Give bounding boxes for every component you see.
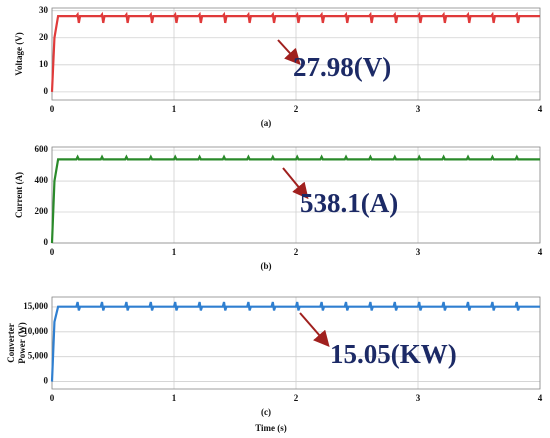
annotation: 538.1(A) bbox=[300, 188, 398, 218]
x-tick-label: 4 bbox=[538, 393, 543, 403]
y-axis-label: Current (A) bbox=[14, 172, 24, 218]
annotation-arrow bbox=[282, 167, 309, 200]
y-tick-label: 0 bbox=[44, 86, 49, 96]
y-axis-label: Converter bbox=[6, 323, 16, 362]
data-line bbox=[50, 154, 540, 244]
y-tick-label: 0 bbox=[44, 376, 49, 386]
y-tick-label: 30 bbox=[39, 5, 49, 15]
x-tick-label: 0 bbox=[50, 104, 55, 114]
y-tick-label: 5,000 bbox=[28, 351, 49, 361]
x-axis-label: Time (s) bbox=[255, 423, 287, 433]
x-tick-label: 2 bbox=[294, 393, 299, 403]
x-tick-label: 4 bbox=[538, 247, 543, 257]
y-tick-label: 10,000 bbox=[23, 326, 48, 336]
plot-frame bbox=[51, 7, 541, 101]
x-tick-label: 0 bbox=[50, 247, 55, 257]
y-tick-label: 600 bbox=[35, 144, 49, 154]
y-axis-label: Voltage (V) bbox=[14, 32, 24, 75]
x-tick-label: 1 bbox=[172, 393, 177, 403]
panel-label: (c) bbox=[261, 407, 271, 417]
y-tick-label: 15,000 bbox=[23, 301, 48, 311]
x-tick-label: 3 bbox=[416, 247, 421, 257]
y-tick-label: 10 bbox=[39, 59, 49, 69]
y-axis-label: Power (W) bbox=[17, 322, 27, 364]
x-tick-label: 2 bbox=[294, 247, 299, 257]
annotation-arrow bbox=[299, 312, 330, 348]
x-tick-label: 3 bbox=[416, 104, 421, 114]
y-tick-label: 200 bbox=[35, 206, 49, 216]
x-tick-label: 2 bbox=[294, 104, 299, 114]
panel-label: (b) bbox=[261, 261, 272, 271]
y-tick-label: 20 bbox=[39, 32, 49, 42]
x-tick-label: 1 bbox=[172, 247, 177, 257]
plot-frame bbox=[51, 146, 541, 244]
x-tick-label: 0 bbox=[50, 393, 55, 403]
x-tick-label: 1 bbox=[172, 104, 177, 114]
x-tick-label: 3 bbox=[416, 393, 421, 403]
data-line bbox=[50, 301, 540, 382]
y-tick-label: 400 bbox=[35, 175, 49, 185]
plot-frame bbox=[51, 296, 541, 390]
annotation: 27.98(V) bbox=[293, 52, 391, 82]
data-line bbox=[50, 11, 540, 92]
annotation-arrow bbox=[277, 39, 301, 65]
y-tick-label: 0 bbox=[44, 237, 49, 247]
x-tick-label: 4 bbox=[538, 104, 543, 114]
panel-label: (a) bbox=[261, 118, 272, 128]
annotation: 15.05(KW) bbox=[330, 339, 457, 369]
